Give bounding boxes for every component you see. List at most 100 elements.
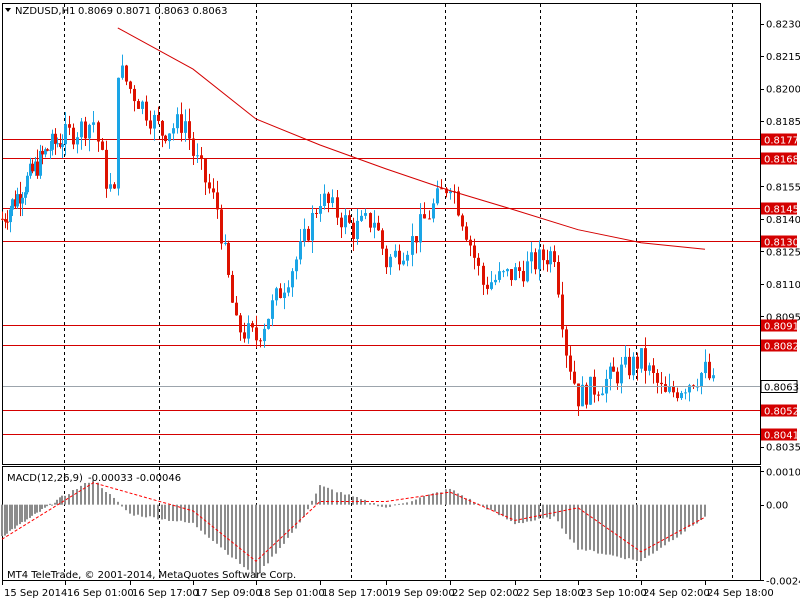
macd-bar [287,504,289,538]
macd-bar [315,493,317,505]
candle-bear [212,188,215,193]
level-tag-text: 0.8130 [764,238,799,249]
candle-bear [137,101,140,109]
macd-bar [465,498,467,505]
macd-bar [415,499,417,505]
macd-bar [263,504,265,566]
price-tick-label: 0.8035 [766,443,800,454]
macd-bar [157,504,159,520]
macd-bar [461,495,463,505]
candle-bull [299,241,302,260]
candle-bear [440,188,443,190]
candle-bear [465,226,468,240]
candle-bull [196,155,199,157]
candle-bear [279,288,282,299]
macd-bar [620,504,622,558]
macd-bar [129,504,131,514]
candle-bear [385,248,388,268]
macd-bar [275,504,277,554]
macd-bar [323,486,325,505]
candle-bull [117,77,120,189]
macd-bar [172,504,174,522]
macd-bar [59,497,61,505]
macd-bar [331,489,333,505]
candle-bear [105,149,108,189]
macd-bar [224,504,226,550]
moving-average-line [117,27,706,250]
macd-bar [616,504,618,557]
candle-bull [526,261,529,282]
macd-histogram [1,480,706,578]
price-tick-label: 0.8185 [766,117,800,128]
macd-bar [61,495,63,505]
macd-bar [204,504,206,535]
candle-bear [164,135,167,142]
level-tag-text: 0.8082 [764,342,799,353]
candle-bull [51,133,54,150]
candle-bear [652,365,655,373]
macd-bar [660,504,662,548]
macd-bar [46,504,48,507]
candle-bull [39,150,42,176]
candle-bear [204,159,207,183]
candle-bull [680,393,683,399]
macd-bar [573,504,575,543]
candle-bear [255,327,258,341]
macd-bar [565,504,567,534]
macd-bar [295,504,297,529]
candle-bull [436,188,439,204]
level-tag [761,404,797,417]
macd-bar [668,504,670,542]
current-price-text: 0.8063 [764,383,799,394]
candle-bear [510,269,513,281]
candle-bull [263,328,266,342]
level-tag-text: 0.8091 [764,322,799,333]
candle-bull [29,163,32,176]
candle-bear [84,121,87,139]
candle-bear [585,384,588,405]
macd-bar [569,504,571,540]
macd-bar [664,504,666,546]
macd-bar [704,504,706,517]
candle-bear [461,215,464,227]
level-labels: 0.8177 0.8168 0.8145 0.8130 0.8091 0.8082 0.80… [760,133,799,442]
candle-bull [356,220,359,239]
current-price-tag [760,380,798,393]
candle-bull [16,194,19,207]
macd-bar [553,504,555,517]
macd-bar [291,504,293,533]
macd-bar [696,504,698,524]
candle-bear [251,323,254,328]
candle-bull [323,193,326,206]
macd-bar [4,504,6,536]
macd-bar [41,504,43,509]
chart-menu-triangle-icon[interactable] [5,8,11,12]
candle-bear [113,184,116,189]
candle-bear [577,383,580,407]
candle-bear [486,284,489,289]
macd-bar [514,504,516,525]
macd-values: -0.00033 -0.00046 [88,473,181,484]
candle-bear [542,249,545,261]
candle-bull [498,271,501,280]
macd-bar [319,485,321,505]
candle-bull [502,271,505,273]
price-tick-label: 0.8155 [766,182,800,193]
candle-bear [616,371,619,384]
macd-bar [56,499,58,505]
candle-bear [672,386,675,393]
macd-bar [19,504,21,525]
candle-bull [432,203,435,219]
candle-bull [275,288,278,301]
candle-bull [373,222,376,228]
candle-bear [101,141,104,150]
level-tag [761,202,797,215]
macd-bar [609,504,611,555]
macd-bar [377,504,379,507]
macd-bar [101,488,103,505]
macd-bar [121,504,123,507]
macd-bar [589,504,591,550]
candle-bull [601,393,604,396]
candle-bull [684,392,687,394]
